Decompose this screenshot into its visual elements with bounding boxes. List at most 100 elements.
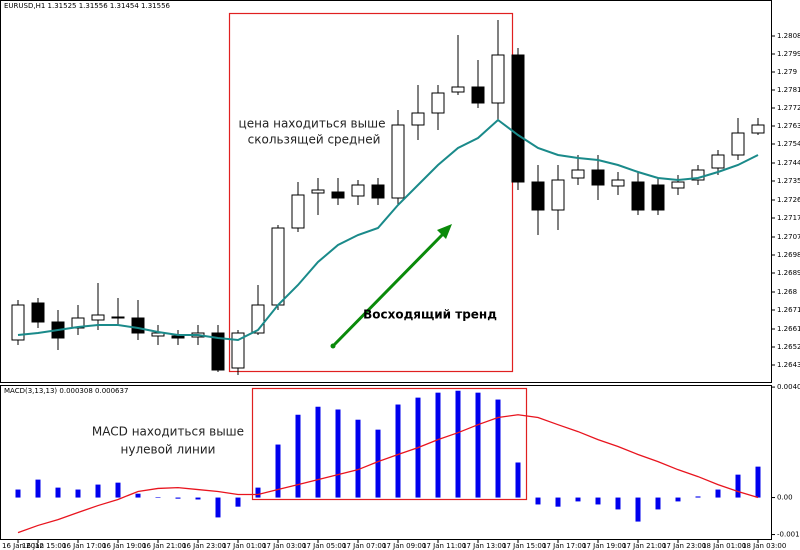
annotation: цена находиться выше [239,117,386,131]
x-tick-label: 17 Jan 21:00 [622,542,666,550]
histogram-bar [635,497,641,522]
x-tick-label: 17 Jan 03:00 [262,542,306,550]
candle-body [651,184,665,211]
price-panel [0,0,772,383]
x-tick-label: 18 Jan 01:00 [702,542,746,550]
candle-body [691,169,705,181]
histogram-bar [535,497,541,505]
x-tick-label: 18 Jan 03:00 [742,542,786,550]
histogram-bar [95,484,101,498]
y-tick-label: 1.27355 [777,177,800,185]
x-tick-label: 17 Jan 07:00 [342,542,386,550]
histogram-bar [255,487,261,498]
histogram-bar [275,444,281,498]
y-tick-label: 1.26895 [777,269,800,277]
y-tick-label: 1.2726 [777,196,800,204]
candle-body [471,86,485,104]
histogram-bar [215,497,221,518]
histogram-bar [155,497,161,498]
y-tick-label: 1.2717 [777,214,800,222]
histogram-bar [655,497,661,510]
histogram-bar [715,489,721,498]
histogram-bar [15,489,21,498]
macd-panel [0,385,772,540]
histogram-bar [55,487,61,498]
histogram-bar [295,414,301,498]
x-tick-label: 16 Jan 19:00 [102,542,146,550]
candle-body [511,54,525,183]
y-tick-label: 1.2763 [777,122,800,130]
candle-body [11,304,25,341]
histogram-bar [315,406,321,498]
histogram-bar [675,497,681,502]
y-tick-label: 1.27075 [777,233,800,241]
candle-body [611,179,625,187]
x-tick-label: 17 Jan 17:00 [542,542,586,550]
candle-body [711,154,725,169]
candle-body [171,335,185,339]
candle-body [371,184,385,199]
x-tick-label: 17 Jan 09:00 [382,542,426,550]
histogram-bar [695,496,701,498]
histogram-bar [575,497,581,502]
candle-body [31,302,45,323]
histogram-bar [475,392,481,498]
annotation: Восходящий тренд [363,308,497,322]
candle-body [671,181,685,189]
arrow-tail [330,343,336,349]
annotation: нулевой линии [121,443,216,457]
candle-body [331,191,345,199]
x-tick-label: 17 Jan 23:00 [662,542,706,550]
candle-body [431,92,445,114]
histogram-bar [555,497,561,507]
y-tick-label: 1.268 [777,288,797,296]
candle-body [631,181,645,211]
highlight-box [228,12,514,373]
histogram-bar [435,392,441,498]
histogram-bar [495,399,501,498]
highlight-box [251,387,528,501]
histogram-bar [195,497,201,500]
histogram-bar [615,497,621,510]
histogram-bar [455,390,461,498]
y-tick-label: 1.26615 [777,325,800,333]
histogram-bar [75,489,81,498]
candle-body [311,189,325,194]
histogram-bar [515,462,521,498]
candle-body [131,317,145,334]
candle-body [91,314,105,321]
chart-title: MACD(3,13,13) 0.000308 0.000637 [4,387,128,395]
candle-body [291,194,305,229]
signal-line [17,414,759,534]
x-tick-label: 16 Jan 17:00 [62,542,106,550]
candle-body [411,112,425,126]
annotation: скользящей средней [248,133,381,147]
candle-body [231,332,245,369]
candle-body [491,54,505,104]
histogram-bar [35,479,41,498]
candle-body [271,227,285,306]
candle-body [111,316,125,319]
y-tick-label: 1.27445 [777,159,800,167]
x-tick-label: 17 Jan 15:00 [502,542,546,550]
candle-body [351,184,365,197]
candle-body [531,181,545,211]
y-tick-label: 1.2754 [777,140,800,148]
x-tick-label: 16 Jan 21:00 [142,542,186,550]
histogram-bar [375,429,381,498]
histogram-bar [755,466,761,498]
y-tick-label: 1.2772 [777,104,800,112]
y-tick-label: 1.2799 [777,50,800,58]
chart-title: EURUSD,H1 1.31525 1.31556 1.31454 1.3155… [4,2,171,10]
histogram-bar [735,474,741,498]
y-tick-label: 0.00 [777,494,793,502]
x-tick-label: 17 Jan 11:00 [422,542,466,550]
x-tick-label: 17 Jan 19:00 [582,542,626,550]
y-tick-label: 1.2781 [777,86,800,94]
histogram-bar [175,497,181,499]
trend-arrow [331,230,447,348]
arrow-head [437,224,452,239]
histogram-bar [135,493,141,498]
candle-body [451,86,465,93]
y-tick-label: 1.26525 [777,343,800,351]
